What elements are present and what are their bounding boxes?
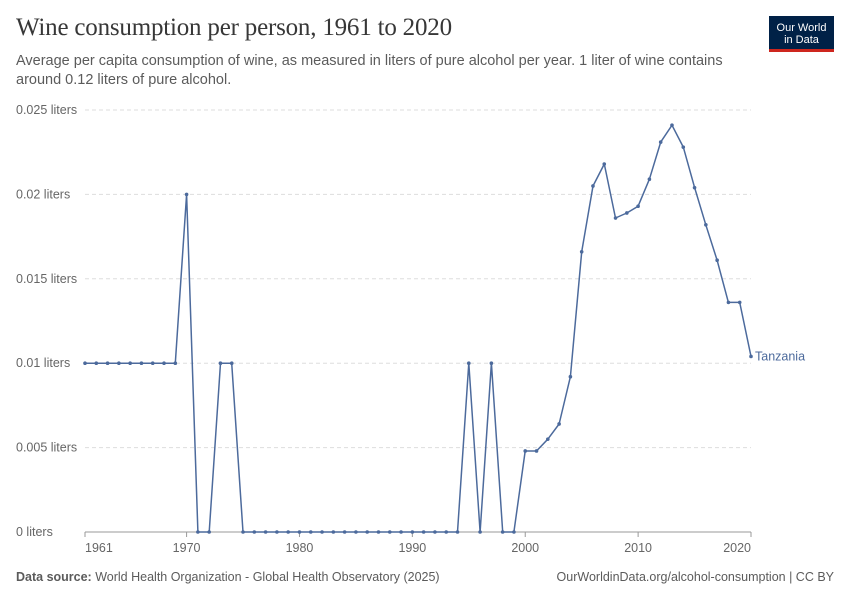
data-point[interactable] (139, 361, 144, 366)
data-point[interactable] (692, 185, 697, 190)
data-point[interactable] (387, 530, 392, 534)
data-point[interactable] (681, 145, 686, 149)
data-source-label: Data source: (16, 570, 92, 584)
y-tick-label: 0.01 liters (16, 356, 70, 370)
logo-line-1: Our World (776, 21, 827, 34)
data-point[interactable] (737, 300, 742, 305)
x-axis: 1961 1970 1980 1990 2000 2010 2020 (84, 531, 752, 555)
data-point[interactable] (704, 222, 708, 227)
data-point[interactable] (218, 361, 223, 366)
data-point[interactable] (286, 530, 290, 534)
logo-line-2: in Data (784, 33, 819, 46)
data-point[interactable] (117, 361, 121, 366)
data-point[interactable] (376, 530, 381, 534)
data-point[interactable] (613, 216, 618, 220)
data-point[interactable] (410, 530, 415, 534)
grid-lines (85, 109, 751, 449)
data-point[interactable] (489, 361, 494, 366)
data-point[interactable] (173, 361, 178, 366)
data-point[interactable] (715, 258, 719, 263)
y-tick-label: 0.015 liters (16, 272, 77, 286)
data-point[interactable] (625, 211, 629, 215)
data-point[interactable] (568, 374, 573, 379)
data-point[interactable] (128, 361, 132, 366)
data-point[interactable] (263, 530, 268, 534)
x-tick-label: 1970 (173, 541, 201, 555)
data-point[interactable] (365, 530, 370, 534)
chart-subtitle: Average per capita consumption of wine, … (16, 53, 723, 88)
footer-credit[interactable]: OurWorldinData.org/alcohol-consumption |… (556, 570, 834, 584)
data-point[interactable] (546, 437, 550, 441)
data-point[interactable] (455, 530, 460, 534)
x-tick-label: 1961 (85, 541, 113, 555)
x-tick-label: 2020 (723, 541, 751, 555)
data-point[interactable] (726, 300, 731, 305)
data-point[interactable] (466, 361, 471, 366)
data-point[interactable] (500, 530, 505, 534)
series-line[interactable] (85, 124, 752, 533)
data-point[interactable] (399, 530, 403, 534)
data-point[interactable] (105, 361, 110, 366)
owid-logo[interactable]: Our World in Data (769, 16, 834, 52)
y-axis-tick-labels: 0 liters 0.005 liters 0.01 liters 0.015 lit… (16, 103, 77, 539)
data-point[interactable] (275, 530, 279, 534)
x-tick-label: 2010 (624, 541, 652, 555)
data-point[interactable] (354, 530, 358, 534)
y-tick-label: 0.025 liters (16, 103, 77, 117)
data-source: Data source: World Health Organization -… (16, 570, 440, 584)
data-point[interactable] (196, 530, 200, 534)
data-point[interactable] (252, 530, 257, 534)
data-point[interactable] (342, 530, 347, 534)
data-point[interactable] (207, 530, 211, 534)
data-point[interactable] (602, 162, 607, 166)
data-point[interactable] (94, 361, 99, 366)
data-point[interactable] (478, 530, 482, 534)
y-tick-label: 0.02 liters (16, 187, 70, 201)
data-point[interactable] (647, 177, 652, 182)
data-point[interactable] (444, 530, 449, 534)
data-point[interactable] (184, 192, 189, 197)
data-point[interactable] (83, 361, 87, 366)
data-point[interactable] (421, 530, 426, 534)
x-tick-label: 1980 (286, 541, 314, 555)
y-tick-label: 0.005 liters (16, 441, 77, 455)
data-point[interactable] (331, 530, 336, 534)
data-point[interactable] (297, 530, 302, 534)
data-point[interactable] (557, 422, 561, 426)
data-source-text[interactable]: World Health Organization - Global Healt… (95, 570, 440, 584)
data-point[interactable] (534, 449, 539, 453)
data-point[interactable] (308, 530, 313, 534)
data-point[interactable] (229, 361, 234, 366)
series-label[interactable]: Tanzania (755, 349, 805, 363)
chart-title: Wine consumption per person, 1961 to 202… (16, 14, 452, 41)
data-point[interactable] (162, 361, 166, 366)
data-point[interactable] (150, 361, 155, 366)
data-point[interactable] (320, 530, 324, 534)
data-point[interactable] (591, 184, 595, 188)
data-point[interactable] (749, 354, 753, 359)
data-point[interactable] (241, 530, 245, 534)
y-tick-label: 0 liters (16, 525, 53, 539)
series-layer: Tanzania (83, 123, 805, 534)
data-point[interactable] (512, 530, 516, 534)
x-tick-label: 2000 (511, 541, 539, 555)
data-point[interactable] (658, 140, 663, 144)
data-point[interactable] (670, 123, 674, 127)
data-point[interactable] (433, 530, 437, 534)
data-point[interactable] (579, 249, 584, 254)
data-point[interactable] (523, 449, 528, 453)
x-tick-label: 1990 (398, 541, 426, 555)
data-point[interactable] (636, 204, 640, 209)
